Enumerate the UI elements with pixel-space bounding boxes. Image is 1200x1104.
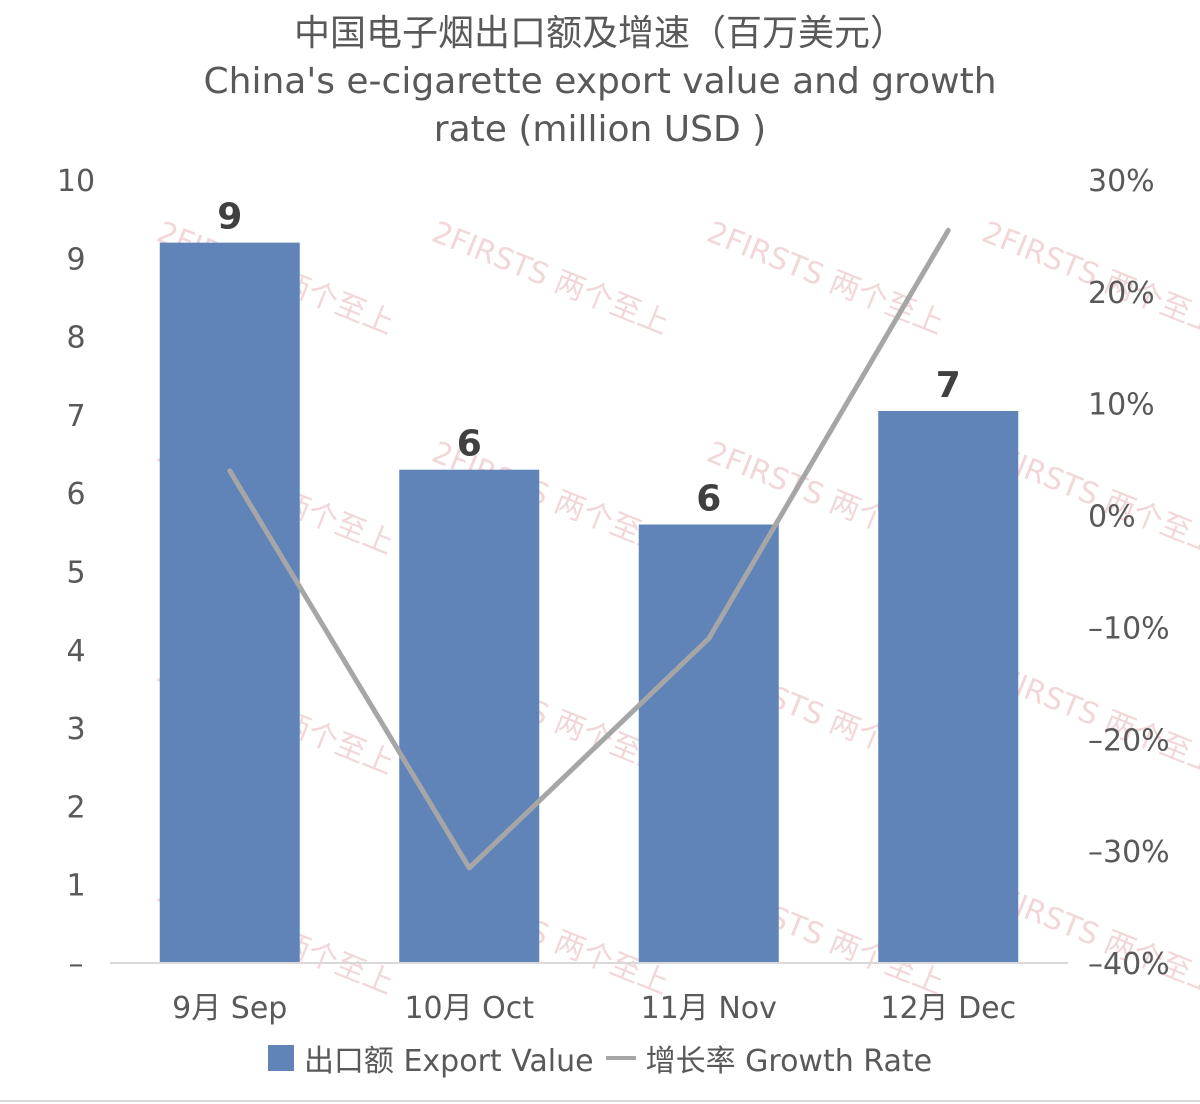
- bar-data-labels: 9 6 6 7: [217, 197, 961, 520]
- y-right-tick-label-4: –10%: [1088, 611, 1170, 646]
- legend-label-export-value: 出口额 Export Value: [303, 1044, 594, 1079]
- y-left-tick-label-5: 5: [66, 556, 85, 591]
- chart-title-block: 中国电子烟出口额及增速（百万美元） China's e-cigarette ex…: [0, 10, 1200, 154]
- y-right-tick-label-6: –30%: [1088, 835, 1170, 870]
- watermark-text: 2FIRSTS 两个至上: [427, 215, 674, 342]
- y-left-tick-label-7: 7: [66, 399, 85, 434]
- bar-data-label-0: 9: [217, 197, 242, 238]
- legend-item-export-value: 出口额 Export Value: [267, 1036, 594, 1080]
- y-axis-right-ticks: 30% 20% 10% 0% –10% –20% –30% –40%: [1088, 164, 1170, 982]
- chart-subtitle-line1: China's e-cigarette export value and gro…: [203, 61, 997, 102]
- legend-swatch-line: [605, 1056, 636, 1060]
- x-tick-label-1: 10月 Oct: [404, 991, 534, 1026]
- bar-1: [399, 469, 540, 963]
- bar-series: [159, 242, 1019, 963]
- legend: 出口额 Export Value 增长率 Growth Rate: [0, 1036, 1200, 1080]
- y-left-tick-label-1: 1: [66, 869, 85, 904]
- watermark-text: 2FIRSTS 两个至上: [702, 215, 949, 342]
- y-right-tick-label-3: 0%: [1088, 500, 1136, 535]
- legend-swatch-bar: [267, 1045, 294, 1071]
- bar-data-label-3: 7: [936, 365, 961, 406]
- legend-label-growth-rate: 增长率 Growth Rate: [645, 1044, 933, 1079]
- bottom-divider: [0, 1100, 1200, 1102]
- line-series: [227, 227, 951, 871]
- y-left-tick-label-2: 2: [66, 790, 85, 825]
- bar-data-label-1: 6: [457, 424, 482, 465]
- growth-rate-line: [227, 227, 951, 871]
- x-axis-ticks: 9月 Sep 10月 Oct 11月 Nov 12月 Dec: [172, 991, 1016, 1026]
- bar-0: [159, 242, 300, 963]
- y-left-tick-label-9: 9: [66, 242, 85, 277]
- chart-subtitle-line2: rate (million USD ): [433, 109, 767, 150]
- y-left-tick-label-8: 8: [66, 321, 85, 356]
- y-left-tick-label-3: 3: [66, 712, 85, 747]
- y-left-tick-label-4: 4: [66, 634, 85, 669]
- y-axis-left-ticks: – 1 2 3 4 5 6 7 8 9 10: [57, 164, 95, 982]
- bar-data-label-2: 6: [696, 479, 721, 520]
- y-right-tick-label-2: 10%: [1088, 388, 1155, 423]
- y-left-tick-label-10: 10: [57, 164, 95, 199]
- x-tick-label-0: 9月 Sep: [172, 991, 287, 1026]
- y-right-tick-label-1: 20%: [1088, 276, 1155, 311]
- y-right-tick-label-0: 30%: [1088, 164, 1155, 199]
- y-right-tick-label-5: –20%: [1088, 723, 1170, 758]
- legend-item-growth-rate: 增长率 Growth Rate: [605, 1036, 933, 1080]
- x-tick-label-2: 11月 Nov: [641, 991, 777, 1026]
- y-left-tick-label-0: –: [69, 947, 84, 982]
- chart-title: 中国电子烟出口额及增速（百万美元）: [293, 13, 906, 54]
- y-right-tick-label-7: –40%: [1088, 947, 1170, 982]
- x-tick-label-3: 12月 Dec: [880, 991, 1016, 1026]
- bar-3: [878, 410, 1019, 963]
- y-left-tick-label-6: 6: [66, 477, 85, 512]
- bar-2: [638, 524, 779, 963]
